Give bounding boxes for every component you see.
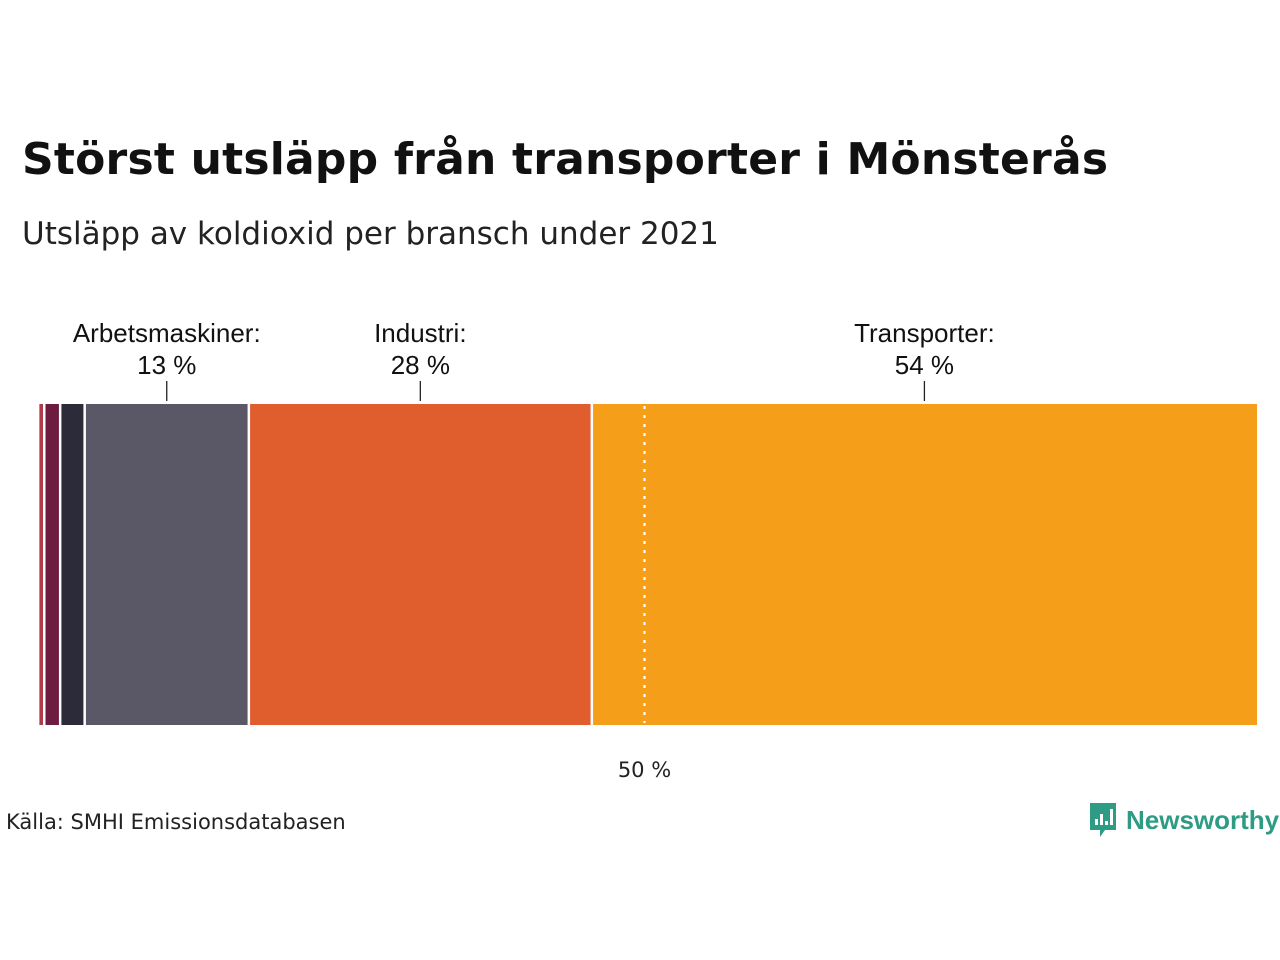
bar-chart-speech-bubble-icon <box>1090 803 1116 837</box>
bar-segment-industri <box>248 404 592 725</box>
bar-segment-arbetsmaskiner <box>84 404 249 725</box>
segment-value-transporter: 54 % <box>895 350 954 380</box>
bar-segment-minor-1 <box>38 404 45 725</box>
segment-value-industri: 28 % <box>391 350 450 380</box>
segment-label-industri: Industri: <box>374 318 467 348</box>
bar-segment-minor-2 <box>44 404 61 725</box>
source-note: Källa: SMHI Emissionsdatabasen <box>6 810 346 834</box>
chart-subtitle: Utsläpp av koldioxid per bransch under 2… <box>22 216 719 252</box>
bar-segment-minor-0 <box>32 404 39 725</box>
reference-line-label: 50 % <box>618 758 671 782</box>
segment-label-transporter: Transporter: <box>854 318 995 348</box>
brand-name: Newsworthy <box>1126 804 1280 835</box>
chart-title: Störst utsläpp från transporter i Mönste… <box>22 134 1109 185</box>
segment-label-arbetsmaskiner: Arbetsmaskiner: <box>73 318 261 348</box>
newsworthy-logo: Newsworthy <box>1088 800 1279 840</box>
segment-value-arbetsmaskiner: 13 % <box>137 350 196 380</box>
bar-segment-minor-3 <box>60 404 85 725</box>
bar-segment-transporter <box>591 404 1257 725</box>
stacked-bar-chart: Arbetsmaskiner:13 % Industri:28 % Transpor… <box>32 318 1257 782</box>
